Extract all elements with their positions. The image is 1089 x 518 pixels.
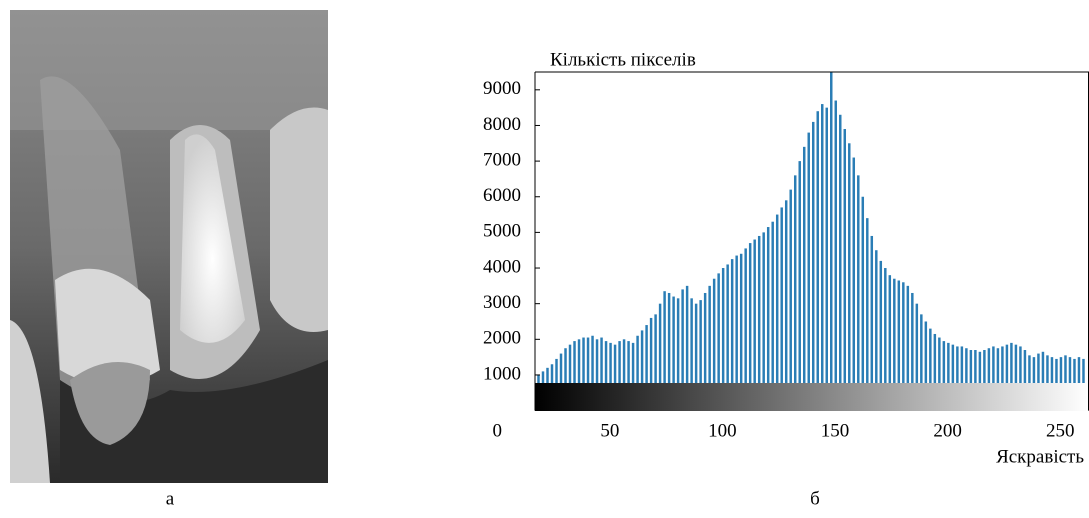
bar: [780, 207, 782, 410]
bar: [776, 215, 778, 411]
bar: [835, 101, 837, 411]
grayscale-bar: [535, 383, 1089, 411]
y-tick-label: 3000: [483, 292, 521, 313]
bar: [789, 190, 791, 411]
chart-caption: б: [810, 488, 820, 509]
y-tick-label: 4000: [483, 256, 521, 277]
bar: [794, 175, 796, 410]
bar: [798, 161, 800, 410]
x-tick-label: 250: [1046, 420, 1075, 441]
figure: а б Кількість пікселів Яскравість 100020…: [0, 0, 1089, 513]
bar: [866, 218, 868, 410]
x-tick-label: 0: [492, 420, 502, 441]
bar: [853, 158, 855, 411]
bar: [844, 129, 846, 411]
bar: [785, 200, 787, 410]
bar: [803, 147, 805, 411]
bar: [839, 115, 841, 411]
bar: [857, 175, 859, 410]
y-tick-label: 9000: [483, 78, 521, 99]
y-tick-label: 7000: [483, 149, 521, 170]
y-tick-label: 2000: [483, 328, 521, 349]
y-axis-label: Кількість пікселів: [550, 49, 696, 70]
x-tick-label: 100: [708, 420, 737, 441]
xray-image: [10, 10, 328, 483]
y-tick-label: 6000: [483, 185, 521, 206]
page: а б Кількість пікселів Яскравість 100020…: [0, 0, 1089, 518]
x-tick-label: 50: [600, 420, 619, 441]
y-tick-label: 8000: [483, 114, 521, 135]
x-axis-label: Яскравість: [996, 446, 1084, 467]
bar: [862, 197, 864, 411]
bar: [826, 108, 828, 411]
bar: [821, 104, 823, 411]
bar: [812, 122, 814, 411]
bar: [830, 72, 832, 411]
y-tick-label: 1000: [483, 363, 521, 384]
bar: [771, 222, 773, 411]
bar: [817, 111, 819, 410]
bar: [807, 133, 809, 411]
image-caption: а: [166, 488, 175, 509]
y-tick-label: 5000: [483, 221, 521, 242]
bar: [848, 143, 850, 410]
x-tick-label: 200: [933, 420, 962, 441]
x-tick-label: 150: [821, 420, 850, 441]
